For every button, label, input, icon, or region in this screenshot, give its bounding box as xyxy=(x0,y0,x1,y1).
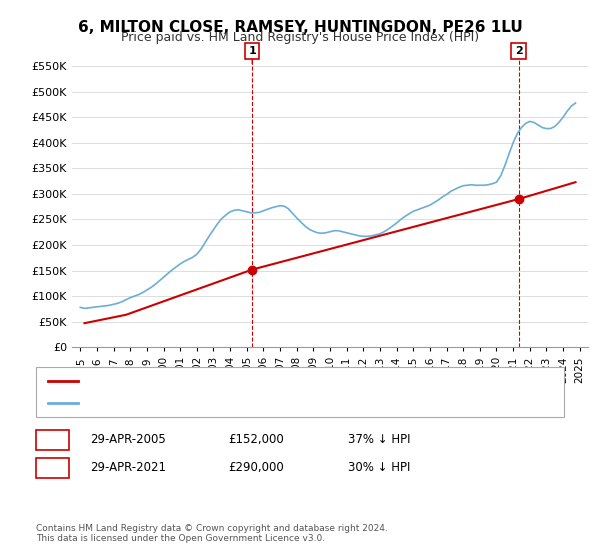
Text: 1: 1 xyxy=(248,46,256,56)
Text: 29-APR-2005: 29-APR-2005 xyxy=(90,433,166,446)
Text: 6, MILTON CLOSE, RAMSEY, HUNTINGDON, PE26 1LU: 6, MILTON CLOSE, RAMSEY, HUNTINGDON, PE2… xyxy=(77,20,523,35)
Text: 2: 2 xyxy=(515,46,523,56)
Text: £152,000: £152,000 xyxy=(228,433,284,446)
Text: Price paid vs. HM Land Registry's House Price Index (HPI): Price paid vs. HM Land Registry's House … xyxy=(121,31,479,44)
Text: 2: 2 xyxy=(49,461,57,474)
Text: £290,000: £290,000 xyxy=(228,461,284,474)
Text: Contains HM Land Registry data © Crown copyright and database right 2024.
This d: Contains HM Land Registry data © Crown c… xyxy=(36,524,388,543)
Text: 37% ↓ HPI: 37% ↓ HPI xyxy=(348,433,410,446)
Text: HPI: Average price, detached house, Huntingdonshire: HPI: Average price, detached house, Hunt… xyxy=(84,398,364,408)
Text: 30% ↓ HPI: 30% ↓ HPI xyxy=(348,461,410,474)
Text: 1: 1 xyxy=(49,433,57,446)
Text: 29-APR-2021: 29-APR-2021 xyxy=(90,461,166,474)
Text: 6, MILTON CLOSE, RAMSEY, HUNTINGDON, PE26 1LU (detached house): 6, MILTON CLOSE, RAMSEY, HUNTINGDON, PE2… xyxy=(84,376,451,386)
